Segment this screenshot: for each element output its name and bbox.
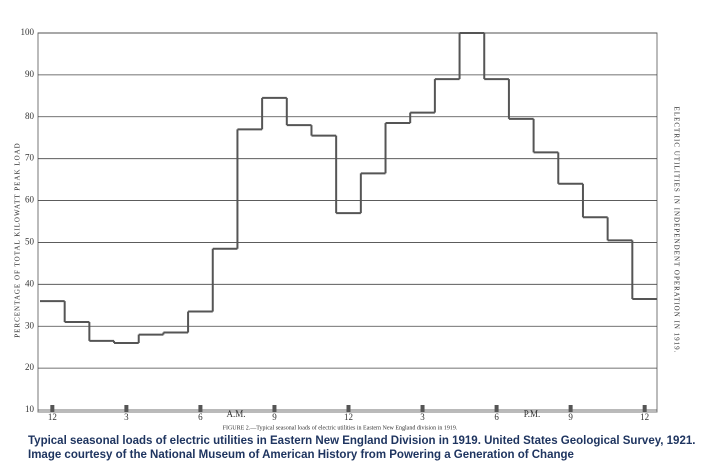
pm-label: P.M. bbox=[524, 409, 541, 419]
x-tick-label: 3 bbox=[420, 412, 425, 422]
figure-caption: FIGURE 2.—Typical seasonal loads of elec… bbox=[223, 424, 458, 431]
chart: PERCENTAGE OF TOTAL KILOWATT PEAK LOAD E… bbox=[14, 27, 681, 431]
y-tick-label: 80 bbox=[25, 111, 35, 121]
am-label: A.M. bbox=[226, 409, 245, 419]
y-tick-label: 90 bbox=[25, 69, 35, 79]
y-tick-label: 70 bbox=[25, 153, 35, 163]
side-title: ELECTRIC UTILITIES IN INDEPENDENT OPERAT… bbox=[672, 107, 680, 354]
caption: Typical seasonal loads of electric utili… bbox=[28, 435, 696, 461]
y-tick-label: 20 bbox=[25, 362, 35, 372]
x-tick-label: 12 bbox=[344, 412, 353, 422]
x-tick-label: 9 bbox=[272, 412, 277, 422]
x-tick-label: 12 bbox=[640, 412, 649, 422]
y-tick-label: 100 bbox=[21, 27, 35, 37]
x-tick-label: 6 bbox=[198, 412, 203, 422]
x-tick-label: 6 bbox=[494, 412, 499, 422]
x-tick-label: 3 bbox=[124, 412, 129, 422]
x-tick-label: 9 bbox=[568, 412, 573, 422]
y-tick-label: 30 bbox=[25, 320, 35, 330]
y-tick-label: 10 bbox=[25, 404, 35, 414]
y-tick-label: 40 bbox=[25, 278, 35, 288]
plot-frame bbox=[37, 32, 658, 413]
y-tick-label: 50 bbox=[25, 237, 35, 247]
y-axis-label: PERCENTAGE OF TOTAL KILOWATT PEAK LOAD bbox=[14, 142, 22, 337]
x-tick-label: 12 bbox=[48, 412, 57, 422]
y-tick-label: 60 bbox=[25, 195, 35, 205]
